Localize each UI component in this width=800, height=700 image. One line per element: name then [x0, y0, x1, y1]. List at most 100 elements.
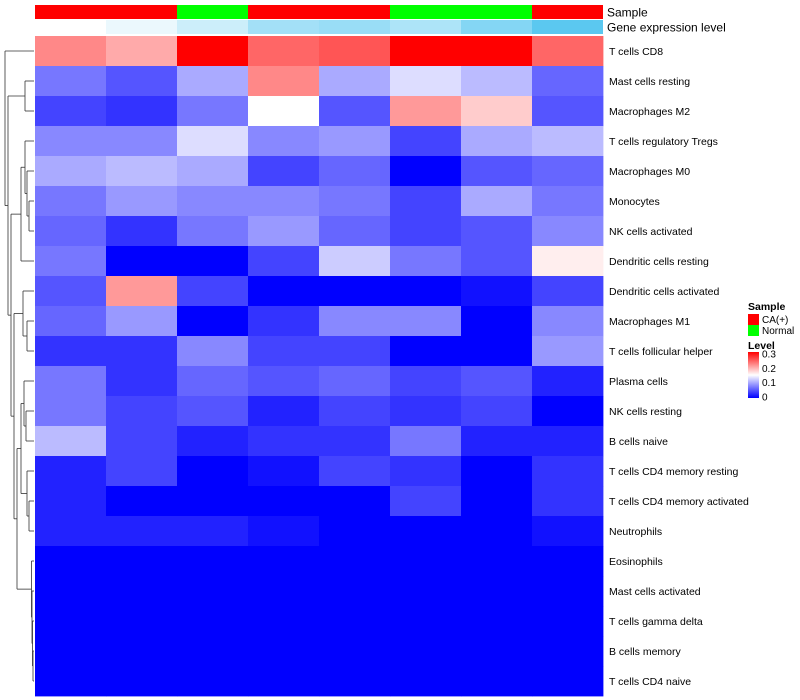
heatmap-cell	[106, 606, 178, 637]
heatmap-cell	[532, 396, 604, 427]
heatmap-cell	[461, 396, 533, 427]
heatmap-cell	[461, 126, 533, 157]
heatmap-cell	[532, 126, 604, 157]
heatmap-cell	[177, 666, 249, 697]
legend-item-label: Normal	[762, 326, 794, 337]
heatmap-cell	[319, 636, 391, 667]
heatmap-cell	[390, 396, 462, 427]
heatmap-cell	[106, 36, 178, 67]
heatmap-cell	[106, 396, 178, 427]
gene-level-annotation-cell	[248, 20, 319, 34]
heatmap-cell	[177, 546, 249, 577]
heatmap-cell	[248, 96, 320, 127]
heatmap-cell	[177, 186, 249, 217]
legend-swatch	[748, 325, 759, 336]
heatmap-cell	[532, 156, 604, 187]
heatmap-cell	[35, 516, 107, 547]
heatmap-cell	[319, 666, 391, 697]
heatmap-cell	[177, 216, 249, 247]
legend-swatch	[748, 314, 759, 325]
heatmap-cell	[390, 366, 462, 397]
heatmap-cell	[248, 516, 320, 547]
heatmap-cell	[461, 606, 533, 637]
heatmap-cell	[106, 576, 178, 607]
heatmap-cell	[248, 66, 320, 97]
heatmap-cell	[177, 306, 249, 337]
heatmap-cell	[248, 36, 320, 67]
heatmap-cell	[390, 546, 462, 577]
heatmap-cell	[35, 546, 107, 577]
heatmap-cell	[177, 246, 249, 277]
gene-level-annotation-cell	[177, 20, 248, 34]
row-label: T cells gamma delta	[609, 616, 703, 628]
heatmap-cell	[461, 546, 533, 577]
row-label: NK cells resting	[609, 406, 682, 418]
heatmap-cell	[390, 246, 462, 277]
row-label: B cells memory	[609, 646, 682, 658]
heatmap-cell	[35, 486, 107, 517]
heatmap-cell	[532, 186, 604, 217]
heatmap-cell	[35, 366, 107, 397]
heatmap-cell	[177, 366, 249, 397]
heatmap-cell	[106, 336, 178, 367]
sample-annotation-cell	[106, 5, 177, 19]
heatmap-cell	[106, 96, 178, 127]
heatmap-cell	[532, 336, 604, 367]
heatmap-cell	[177, 426, 249, 457]
heatmap-cell	[35, 36, 107, 67]
sample-annotation-cell	[532, 5, 603, 19]
heatmap-cell	[35, 186, 107, 217]
heatmap-cell	[35, 306, 107, 337]
row-label: T cells CD4 memory activated	[609, 496, 749, 508]
heatmap-cell	[106, 426, 178, 457]
heatmap-cell	[390, 576, 462, 607]
heatmap-cell	[390, 516, 462, 547]
heatmap-cell	[319, 186, 391, 217]
heatmap-cell	[532, 516, 604, 547]
heatmap-cell	[532, 546, 604, 577]
heatmap-cell	[248, 606, 320, 637]
heatmap-cell	[177, 36, 249, 67]
heatmap-cell	[319, 336, 391, 367]
heatmap-cell	[319, 216, 391, 247]
heatmap-cell	[532, 666, 604, 697]
heatmap-cell	[106, 246, 178, 277]
heatmap-cell	[106, 156, 178, 187]
sample-annotation-cell	[461, 5, 532, 19]
heatmap-cell	[319, 306, 391, 337]
heatmap-cell	[461, 186, 533, 217]
heatmap-cell	[461, 216, 533, 247]
row-label: Mast cells activated	[609, 586, 701, 598]
heatmap-cell	[461, 486, 533, 517]
heatmap-cell	[35, 126, 107, 157]
heatmap-cell	[461, 96, 533, 127]
row-label: Plasma cells	[609, 376, 668, 388]
heatmap-cell	[390, 486, 462, 517]
heatmap-cell	[319, 486, 391, 517]
row-label: Macrophages M2	[609, 106, 690, 118]
heatmap-cell	[106, 486, 178, 517]
heatmap-cell	[35, 456, 107, 487]
row-label: Dendritic cells activated	[609, 286, 719, 298]
heatmap-cell	[390, 426, 462, 457]
heatmap-cell	[532, 366, 604, 397]
heatmap-cell	[106, 516, 178, 547]
sample-annotation-cell	[319, 5, 390, 19]
heatmap-cell	[177, 636, 249, 667]
heatmap-cell	[390, 336, 462, 367]
heatmap-cell	[106, 366, 178, 397]
heatmap-cell	[319, 36, 391, 67]
row-label: Dendritic cells resting	[609, 256, 709, 268]
row-label: NK cells activated	[609, 226, 693, 238]
heatmap-cell	[461, 276, 533, 307]
row-label: T cells follicular helper	[609, 346, 713, 358]
heatmap-cell	[35, 276, 107, 307]
heatmap-cell	[390, 186, 462, 217]
heatmap-cell	[106, 126, 178, 157]
heatmap-cell	[177, 126, 249, 157]
heatmap-cell	[319, 246, 391, 277]
heatmap-cell	[532, 36, 604, 67]
row-label: B cells naive	[609, 436, 668, 448]
gene-level-annotation-cell	[532, 20, 603, 34]
